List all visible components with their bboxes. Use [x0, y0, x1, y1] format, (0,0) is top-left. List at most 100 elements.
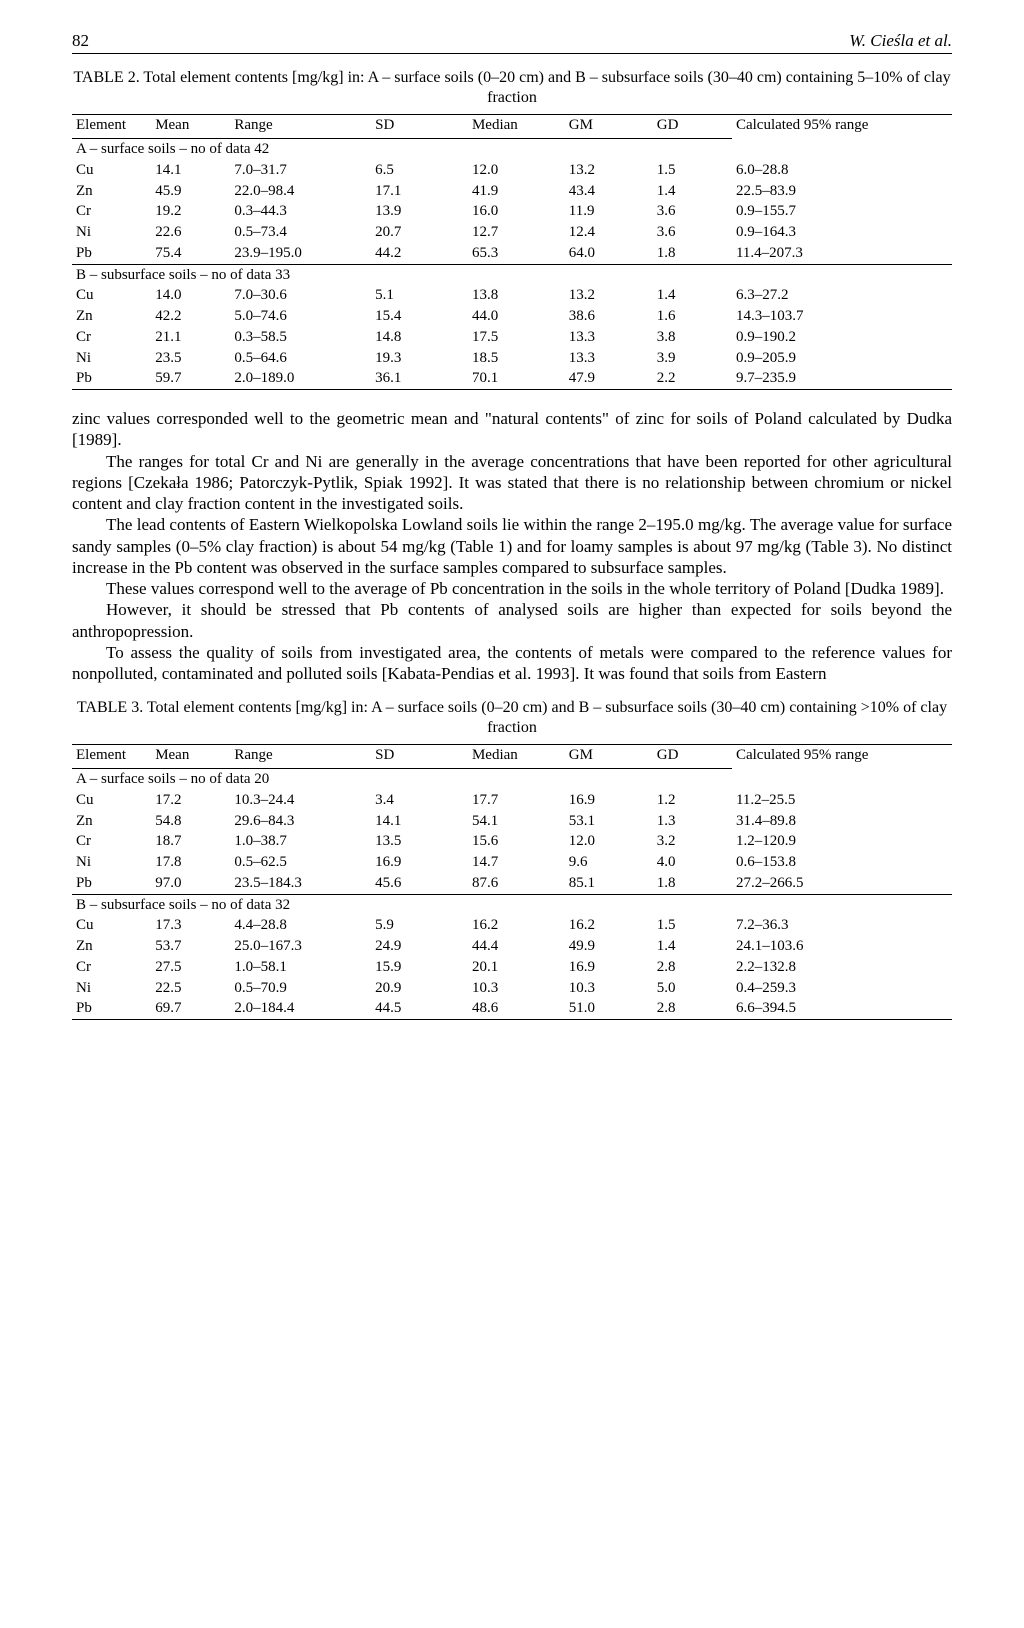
table-cell: 13.9	[371, 201, 468, 222]
th-gm: GM	[565, 745, 653, 766]
table-cell: 27.5	[151, 957, 230, 978]
table-cell: 3.2	[653, 831, 732, 852]
table-row: Zn45.922.0–98.417.141.943.41.422.5–83.9	[72, 181, 952, 202]
section-label: A – surface soils – no of data 42	[72, 139, 952, 160]
table-cell: Ni	[72, 348, 151, 369]
table-row: Cu17.210.3–24.43.417.716.91.211.2–25.5	[72, 790, 952, 811]
table-cell: 45.6	[371, 873, 468, 894]
table-cell: Ni	[72, 978, 151, 999]
th-element: Element	[72, 745, 151, 766]
table-row: Cu17.34.4–28.85.916.216.21.57.2–36.3	[72, 915, 952, 936]
table-cell: 17.5	[468, 327, 565, 348]
table-cell: 11.2–25.5	[732, 790, 952, 811]
table-cell: Cr	[72, 957, 151, 978]
section-row: A – surface soils – no of data 20	[72, 769, 952, 790]
table-cell: 13.3	[565, 348, 653, 369]
table-cell: 14.1	[371, 811, 468, 832]
table-cell: 0.6–153.8	[732, 852, 952, 873]
table-cell: 22.6	[151, 222, 230, 243]
table-cell: 1.0–38.7	[230, 831, 371, 852]
table-cell: 6.6–394.5	[732, 998, 952, 1019]
paragraph: To assess the quality of soils from inve…	[72, 642, 952, 685]
table-cell: 1.0–58.1	[230, 957, 371, 978]
table-cell: 2.0–184.4	[230, 998, 371, 1019]
table-cell: 0.9–155.7	[732, 201, 952, 222]
table-cell: 27.2–266.5	[732, 873, 952, 894]
table-cell: 0.4–259.3	[732, 978, 952, 999]
table-cell: 20.9	[371, 978, 468, 999]
table-cell: Cr	[72, 201, 151, 222]
table-cell: 15.6	[468, 831, 565, 852]
th-median: Median	[468, 115, 565, 136]
table-cell: 18.7	[151, 831, 230, 852]
table-cell: 5.1	[371, 285, 468, 306]
table-cell: 1.6	[653, 306, 732, 327]
th-range: Range	[230, 745, 371, 766]
table-cell: 24.1–103.6	[732, 936, 952, 957]
table-cell: Pb	[72, 243, 151, 264]
table-cell: 14.7	[468, 852, 565, 873]
table-cell: Cr	[72, 327, 151, 348]
table-cell: 11.9	[565, 201, 653, 222]
paragraph: However, it should be stressed that Pb c…	[72, 599, 952, 642]
table-cell: 51.0	[565, 998, 653, 1019]
th-gd: GD	[653, 745, 732, 766]
table-cell: 48.6	[468, 998, 565, 1019]
table-cell: 13.8	[468, 285, 565, 306]
th-sd: SD	[371, 115, 468, 136]
table-cell: 38.6	[565, 306, 653, 327]
table-cell: 0.3–44.3	[230, 201, 371, 222]
table-cell: 11.4–207.3	[732, 243, 952, 264]
table-cell: 7.0–30.6	[230, 285, 371, 306]
table-row: Cr27.51.0–58.115.920.116.92.82.2–132.8	[72, 957, 952, 978]
table-row: Cr19.20.3–44.313.916.011.93.60.9–155.7	[72, 201, 952, 222]
table-cell: 1.4	[653, 181, 732, 202]
table-cell: 12.0	[565, 831, 653, 852]
table-cell: 17.1	[371, 181, 468, 202]
table-cell: 18.5	[468, 348, 565, 369]
table-row: Ni23.50.5–64.619.318.513.33.90.9–205.9	[72, 348, 952, 369]
table-cell: 3.4	[371, 790, 468, 811]
th-calc95: Calculated 95% range	[732, 115, 952, 139]
table-cell: 17.3	[151, 915, 230, 936]
table-cell: 2.2–132.8	[732, 957, 952, 978]
th-range: Range	[230, 115, 371, 136]
table-cell: 13.2	[565, 160, 653, 181]
table2: Element Mean Range SD Median GM GD Calcu…	[72, 114, 952, 390]
table-cell: 0.3–58.5	[230, 327, 371, 348]
table-cell: 0.5–70.9	[230, 978, 371, 999]
table-row: Zn42.25.0–74.615.444.038.61.614.3–103.7	[72, 306, 952, 327]
th-gm: GM	[565, 115, 653, 136]
table-cell: 12.7	[468, 222, 565, 243]
table-cell: 22.0–98.4	[230, 181, 371, 202]
table-cell: 17.2	[151, 790, 230, 811]
table-cell: 1.8	[653, 243, 732, 264]
table-cell: 15.4	[371, 306, 468, 327]
table-cell: Ni	[72, 222, 151, 243]
table-cell: 1.2	[653, 790, 732, 811]
table-cell: 15.9	[371, 957, 468, 978]
section-row: B – subsurface soils – no of data 32	[72, 894, 952, 915]
table-cell: 1.5	[653, 915, 732, 936]
table-cell: 75.4	[151, 243, 230, 264]
table-cell: 41.9	[468, 181, 565, 202]
table-cell: 10.3–24.4	[230, 790, 371, 811]
page-number: 82	[72, 30, 89, 51]
table-cell: Zn	[72, 811, 151, 832]
table-cell: Ni	[72, 852, 151, 873]
table-cell: 43.4	[565, 181, 653, 202]
table-cell: 3.6	[653, 222, 732, 243]
table-cell: 44.4	[468, 936, 565, 957]
table-cell: 22.5–83.9	[732, 181, 952, 202]
table-cell: 59.7	[151, 368, 230, 389]
table-cell: Cu	[72, 915, 151, 936]
table-cell: 1.2–120.9	[732, 831, 952, 852]
table-cell: 20.7	[371, 222, 468, 243]
table-cell: 36.1	[371, 368, 468, 389]
table-cell: 17.7	[468, 790, 565, 811]
table-row: Ni17.80.5–62.516.914.79.64.00.6–153.8	[72, 852, 952, 873]
table3: Element Mean Range SD Median GM GD Calcu…	[72, 744, 952, 1020]
th-median: Median	[468, 745, 565, 766]
table-cell: 97.0	[151, 873, 230, 894]
section-label: B – subsurface soils – no of data 33	[72, 264, 952, 285]
